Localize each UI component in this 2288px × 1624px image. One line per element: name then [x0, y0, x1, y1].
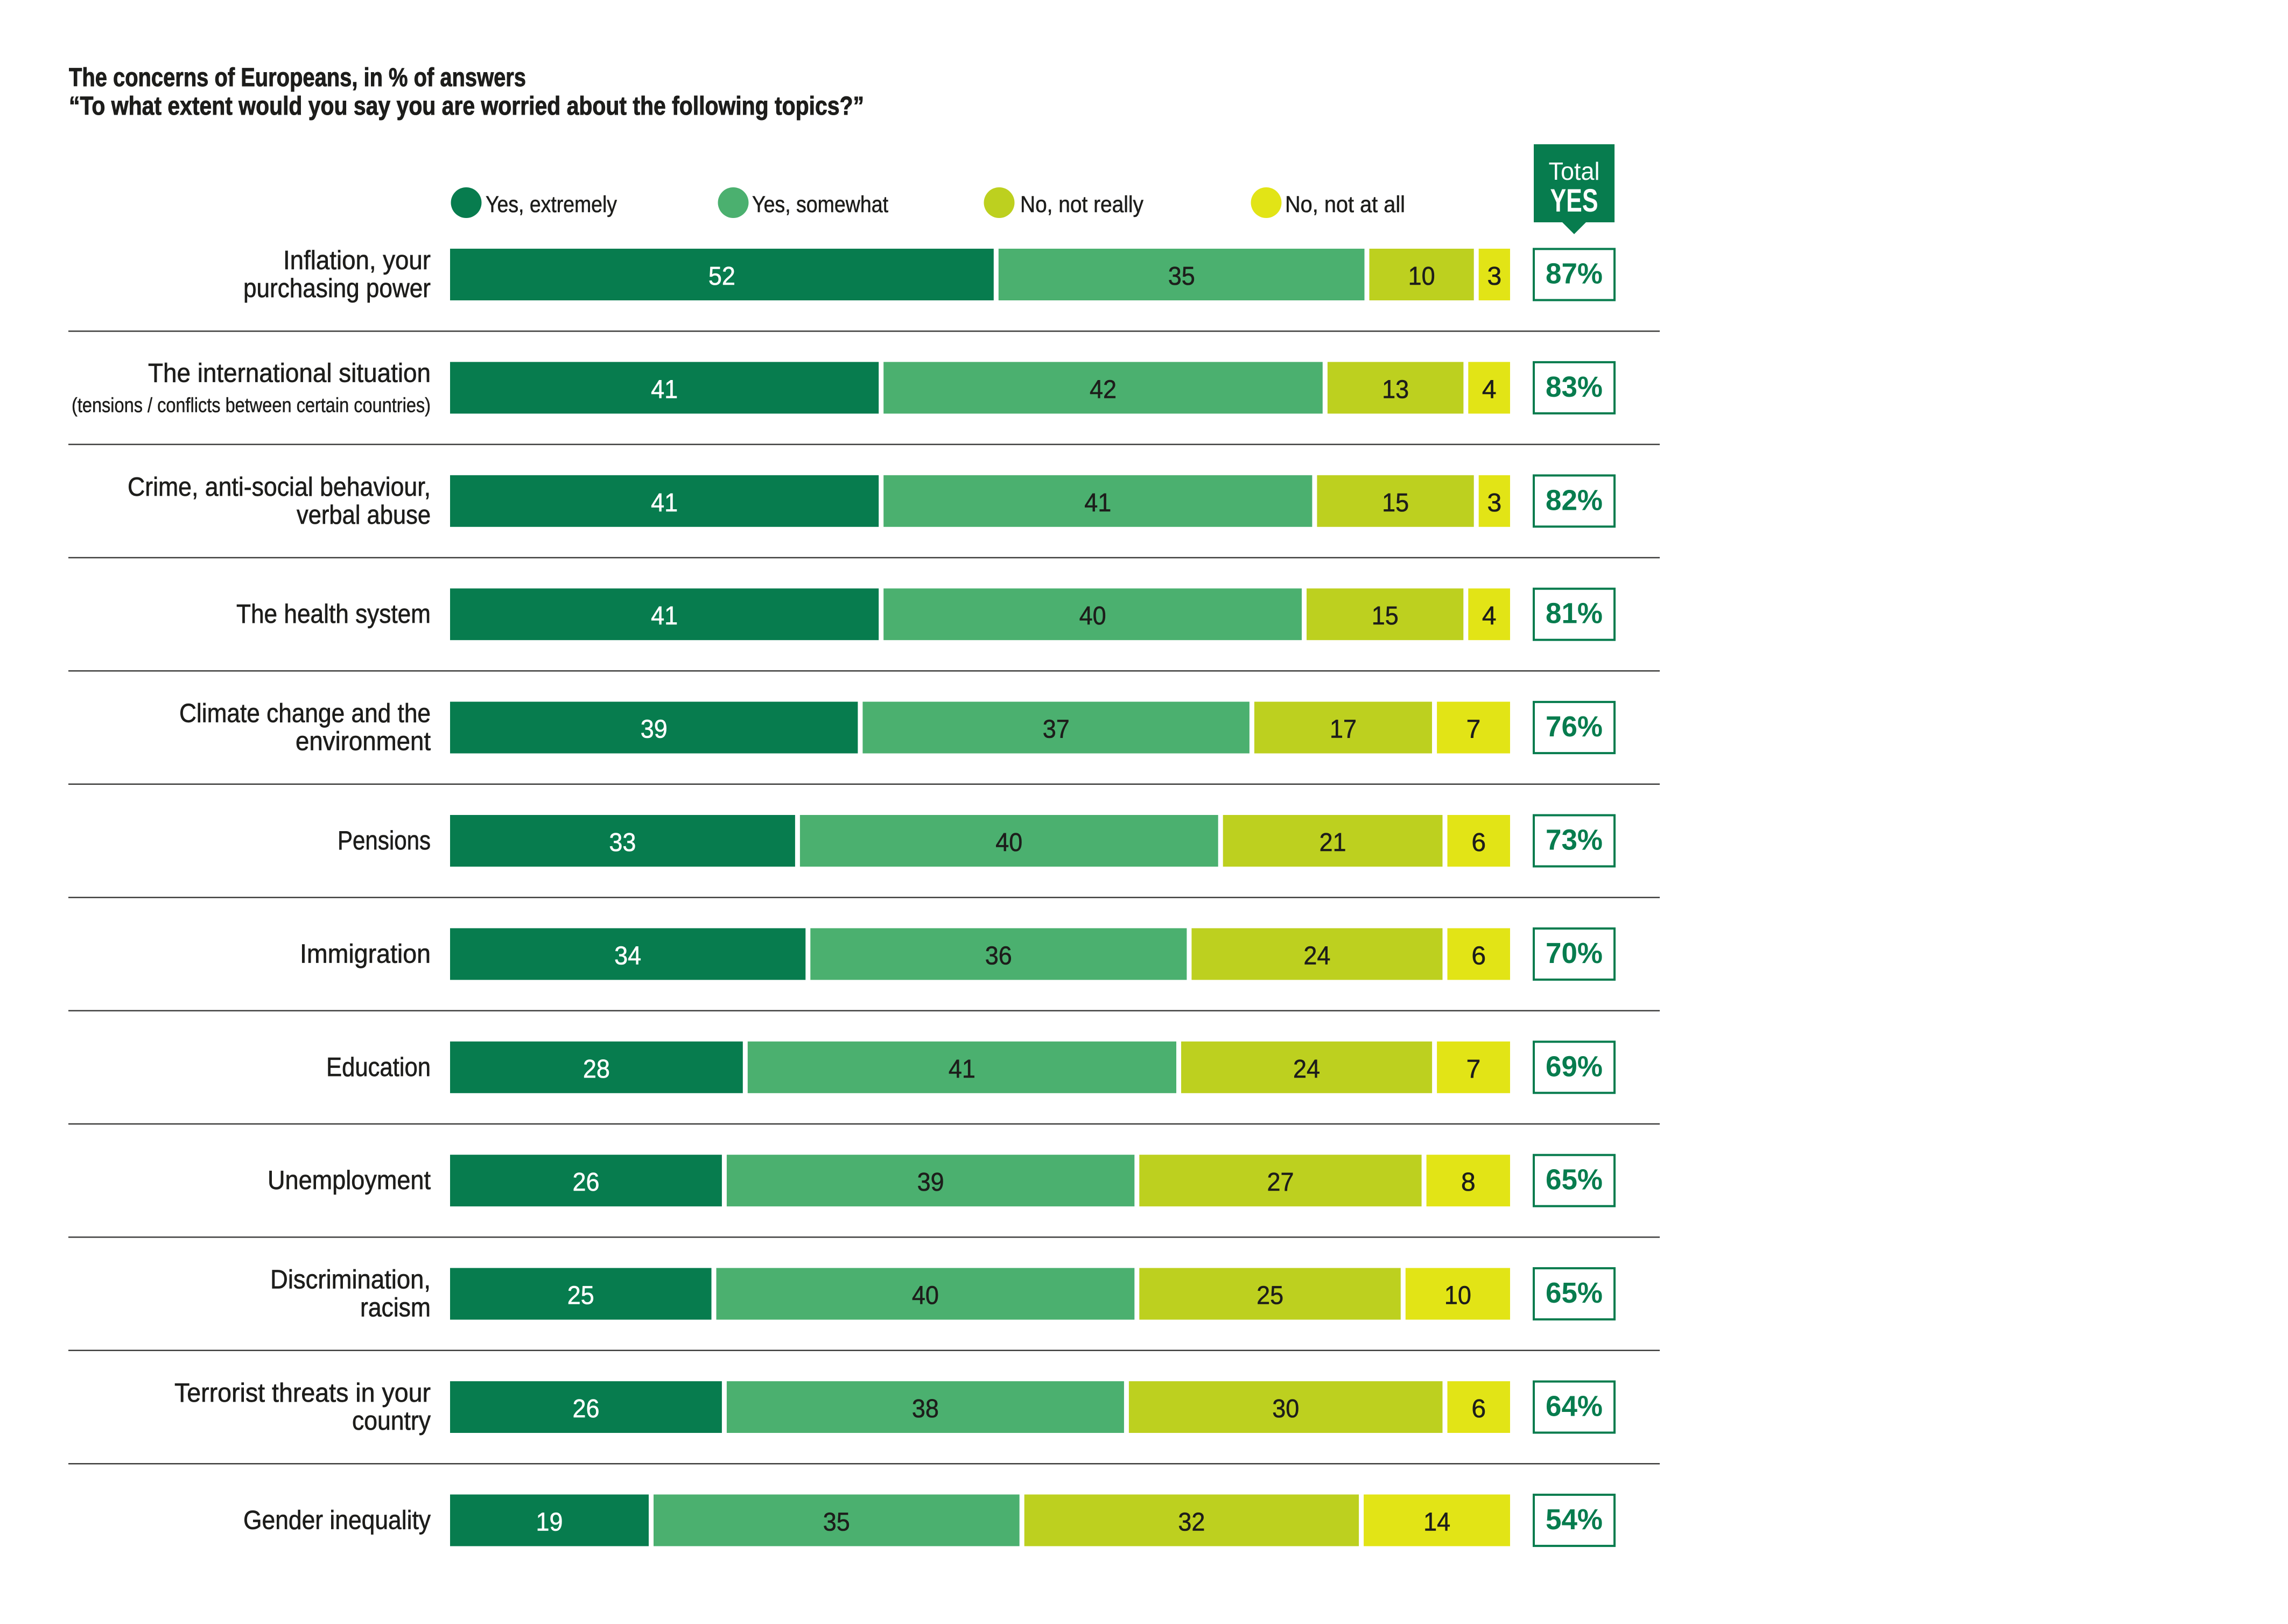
- svg-text:verbal abuse: verbal abuse: [297, 501, 431, 530]
- svg-text:41: 41: [651, 375, 678, 404]
- svg-text:Pensions: Pensions: [338, 826, 431, 855]
- svg-text:32: 32: [1178, 1508, 1205, 1536]
- svg-text:3: 3: [1487, 262, 1502, 291]
- svg-text:42: 42: [1090, 375, 1117, 404]
- svg-text:14: 14: [1423, 1508, 1450, 1536]
- svg-text:41: 41: [651, 489, 678, 517]
- svg-text:69%: 69%: [1546, 1050, 1603, 1082]
- svg-text:36: 36: [985, 941, 1012, 970]
- svg-text:33: 33: [609, 828, 636, 857]
- svg-text:54%: 54%: [1546, 1503, 1603, 1536]
- svg-text:Education: Education: [326, 1053, 431, 1082]
- svg-text:Discrimination,: Discrimination,: [270, 1266, 431, 1295]
- svg-text:83%: 83%: [1546, 371, 1603, 403]
- svg-text:26: 26: [573, 1395, 600, 1423]
- svg-text:8: 8: [1461, 1168, 1476, 1197]
- svg-text:Yes, extremely: Yes, extremely: [486, 192, 617, 217]
- svg-text:Terrorist threats in your: Terrorist threats in your: [174, 1379, 431, 1408]
- svg-text:30: 30: [1272, 1395, 1299, 1423]
- svg-text:35: 35: [823, 1508, 850, 1536]
- svg-text:country: country: [352, 1407, 431, 1436]
- svg-text:25: 25: [1257, 1282, 1283, 1310]
- svg-text:The concerns of Europeans, in: The concerns of Europeans, in % of answe…: [69, 64, 526, 92]
- svg-text:“To what extent would you say: “To what extent would you say you are wo…: [69, 92, 864, 121]
- svg-text:64%: 64%: [1546, 1390, 1603, 1423]
- svg-text:65%: 65%: [1546, 1164, 1603, 1196]
- svg-text:Climate change and the: Climate change and the: [179, 699, 431, 728]
- svg-text:4: 4: [1482, 375, 1497, 404]
- svg-text:Immigration: Immigration: [300, 939, 431, 968]
- svg-text:Inflation, your: Inflation, your: [283, 246, 431, 275]
- svg-text:28: 28: [583, 1055, 610, 1084]
- svg-text:39: 39: [641, 715, 668, 744]
- svg-text:41: 41: [651, 602, 678, 630]
- svg-text:21: 21: [1320, 828, 1346, 857]
- svg-text:41: 41: [949, 1055, 975, 1084]
- svg-text:17: 17: [1330, 715, 1357, 744]
- svg-text:35: 35: [1168, 262, 1195, 291]
- svg-text:24: 24: [1293, 1055, 1320, 1084]
- svg-text:27: 27: [1267, 1168, 1294, 1197]
- svg-text:40: 40: [912, 1282, 939, 1310]
- svg-text:4: 4: [1482, 602, 1497, 630]
- svg-text:10: 10: [1444, 1282, 1471, 1310]
- svg-text:15: 15: [1372, 602, 1399, 630]
- svg-text:7: 7: [1466, 715, 1481, 744]
- svg-text:34: 34: [614, 941, 641, 970]
- svg-text:Unemployment: Unemployment: [268, 1166, 431, 1195]
- svg-text:39: 39: [917, 1168, 944, 1197]
- svg-text:YES: YES: [1550, 182, 1598, 219]
- svg-text:purchasing power: purchasing power: [243, 274, 431, 303]
- svg-text:19: 19: [536, 1508, 563, 1536]
- svg-text:25: 25: [567, 1282, 594, 1310]
- svg-text:10: 10: [1408, 262, 1435, 291]
- svg-text:Gender inequality: Gender inequality: [243, 1506, 431, 1535]
- svg-text:The international situation: The international situation: [148, 358, 431, 388]
- svg-text:37: 37: [1043, 715, 1070, 744]
- svg-text:racism: racism: [360, 1293, 431, 1323]
- svg-text:3: 3: [1487, 489, 1502, 517]
- svg-text:70%: 70%: [1546, 937, 1603, 969]
- svg-text:73%: 73%: [1546, 824, 1603, 856]
- svg-text:Total: Total: [1549, 157, 1600, 185]
- svg-text:40: 40: [1079, 602, 1106, 630]
- svg-text:24: 24: [1303, 941, 1330, 970]
- svg-text:13: 13: [1382, 375, 1409, 404]
- svg-text:No, not at all: No, not at all: [1285, 192, 1405, 217]
- svg-text:40: 40: [995, 828, 1022, 857]
- svg-text:65%: 65%: [1546, 1277, 1603, 1309]
- svg-text:6: 6: [1471, 941, 1486, 970]
- svg-text:52: 52: [708, 262, 735, 291]
- svg-text:82%: 82%: [1546, 484, 1603, 516]
- svg-text:6: 6: [1471, 1395, 1486, 1423]
- svg-text:41: 41: [1084, 489, 1111, 517]
- svg-text:Yes, somewhat: Yes, somewhat: [752, 192, 888, 217]
- svg-text:38: 38: [912, 1395, 939, 1423]
- svg-text:6: 6: [1471, 828, 1486, 857]
- svg-text:7: 7: [1466, 1055, 1481, 1084]
- svg-text:The health system: The health system: [236, 600, 431, 629]
- svg-text:(tensions / conflicts between: (tensions / conflicts between certain co…: [72, 394, 431, 417]
- svg-text:No, not really: No, not really: [1020, 192, 1143, 217]
- svg-text:81%: 81%: [1546, 597, 1603, 630]
- svg-text:environment: environment: [296, 727, 431, 756]
- svg-text:Crime, anti-social behaviour,: Crime, anti-social behaviour,: [128, 473, 431, 502]
- svg-text:76%: 76%: [1546, 711, 1603, 743]
- svg-text:15: 15: [1382, 489, 1409, 517]
- svg-text:87%: 87%: [1546, 258, 1603, 290]
- svg-text:26: 26: [573, 1168, 600, 1197]
